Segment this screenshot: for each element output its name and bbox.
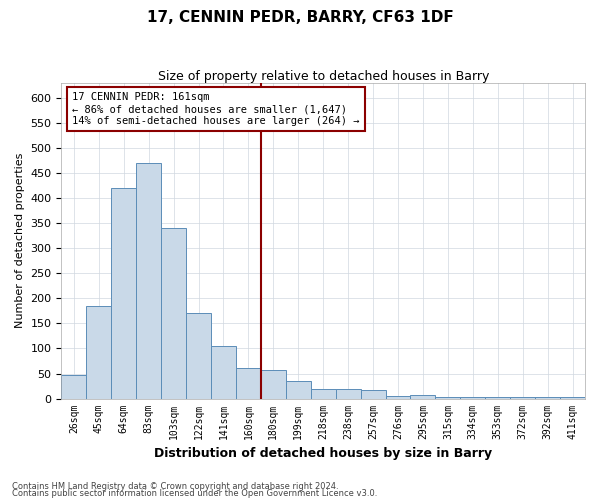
Bar <box>136 163 161 398</box>
Title: Size of property relative to detached houses in Barry: Size of property relative to detached ho… <box>158 70 489 83</box>
Y-axis label: Number of detached properties: Number of detached properties <box>15 153 25 328</box>
Bar <box>111 188 136 398</box>
Text: 17 CENNIN PEDR: 161sqm
← 86% of detached houses are smaller (1,647)
14% of semi-: 17 CENNIN PEDR: 161sqm ← 86% of detached… <box>72 92 359 126</box>
Text: 17, CENNIN PEDR, BARRY, CF63 1DF: 17, CENNIN PEDR, BARRY, CF63 1DF <box>146 10 454 25</box>
Bar <box>311 388 335 398</box>
Bar <box>535 397 560 398</box>
Bar <box>485 397 510 398</box>
Bar <box>386 396 410 398</box>
Bar <box>86 306 111 398</box>
Bar <box>261 370 286 398</box>
Bar <box>510 397 535 398</box>
X-axis label: Distribution of detached houses by size in Barry: Distribution of detached houses by size … <box>154 447 492 460</box>
Bar <box>436 396 460 398</box>
Bar <box>186 314 211 398</box>
Bar <box>460 397 485 398</box>
Text: Contains public sector information licensed under the Open Government Licence v3: Contains public sector information licen… <box>12 490 377 498</box>
Bar <box>236 368 261 398</box>
Bar <box>161 228 186 398</box>
Bar <box>61 375 86 398</box>
Bar <box>335 388 361 398</box>
Text: Contains HM Land Registry data © Crown copyright and database right 2024.: Contains HM Land Registry data © Crown c… <box>12 482 338 491</box>
Bar <box>211 346 236 399</box>
Bar <box>410 395 436 398</box>
Bar <box>361 390 386 398</box>
Bar <box>286 381 311 398</box>
Bar <box>560 397 585 398</box>
